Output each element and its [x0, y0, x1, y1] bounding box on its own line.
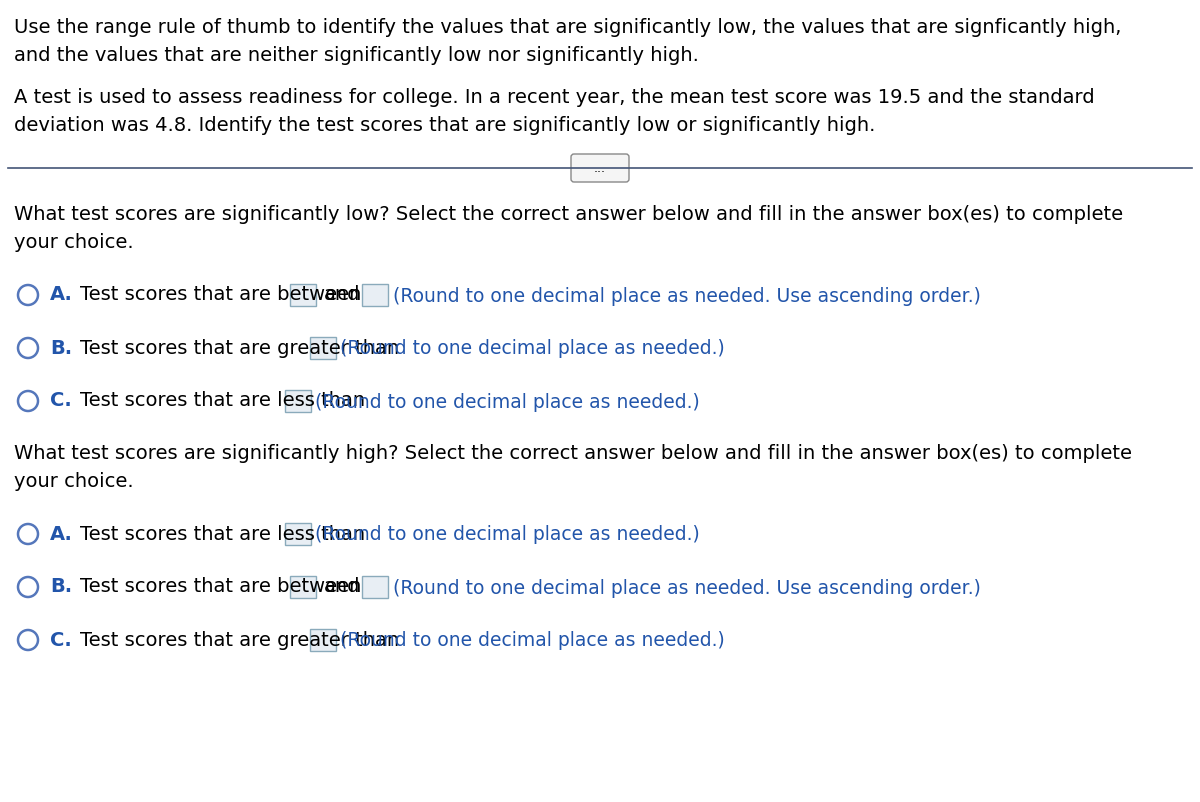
FancyBboxPatch shape	[310, 337, 336, 359]
Text: Test scores that are between: Test scores that are between	[80, 286, 361, 305]
Text: B.: B.	[50, 338, 72, 358]
FancyBboxPatch shape	[362, 284, 388, 306]
Text: B.: B.	[50, 577, 72, 597]
Text: (Round to one decimal place as needed. Use ascending order.): (Round to one decimal place as needed. U…	[394, 286, 980, 306]
FancyBboxPatch shape	[286, 523, 311, 545]
Text: your choice.: your choice.	[14, 472, 133, 491]
Text: (Round to one decimal place as needed.): (Round to one decimal place as needed.)	[340, 339, 725, 358]
Text: and: and	[324, 577, 360, 597]
Text: Test scores that are less than: Test scores that are less than	[80, 391, 365, 411]
Text: A.: A.	[50, 525, 73, 544]
Text: and: and	[324, 286, 360, 305]
Text: ...: ...	[594, 161, 606, 175]
Text: A.: A.	[50, 286, 73, 305]
FancyBboxPatch shape	[286, 390, 311, 412]
Text: Test scores that are greater than: Test scores that are greater than	[80, 338, 400, 358]
Text: Test scores that are less than: Test scores that are less than	[80, 525, 365, 544]
Text: A test is used to assess readiness for college. In a recent year, the mean test : A test is used to assess readiness for c…	[14, 88, 1094, 107]
Text: your choice.: your choice.	[14, 233, 133, 252]
Text: (Round to one decimal place as needed.): (Round to one decimal place as needed.)	[314, 392, 700, 411]
Text: Use the range rule of thumb to identify the values that are significantly low, t: Use the range rule of thumb to identify …	[14, 18, 1121, 37]
Text: C.: C.	[50, 391, 72, 411]
FancyBboxPatch shape	[290, 284, 316, 306]
Text: deviation was 4.8. Identify the test scores that are significantly low or signif: deviation was 4.8. Identify the test sco…	[14, 116, 875, 135]
Text: (Round to one decimal place as needed.): (Round to one decimal place as needed.)	[314, 525, 700, 545]
Text: (Round to one decimal place as needed.): (Round to one decimal place as needed.)	[340, 631, 725, 650]
Text: What test scores are significantly low? Select the correct answer below and fill: What test scores are significantly low? …	[14, 205, 1123, 224]
Text: Test scores that are between: Test scores that are between	[80, 577, 361, 597]
Text: Test scores that are greater than: Test scores that are greater than	[80, 630, 400, 650]
FancyBboxPatch shape	[362, 576, 388, 598]
FancyBboxPatch shape	[571, 154, 629, 182]
Text: What test scores are significantly high? Select the correct answer below and fil: What test scores are significantly high?…	[14, 444, 1132, 463]
Text: C.: C.	[50, 630, 72, 650]
Text: (Round to one decimal place as needed. Use ascending order.): (Round to one decimal place as needed. U…	[394, 578, 980, 597]
FancyBboxPatch shape	[310, 629, 336, 651]
Text: and the values that are neither significantly low nor significantly high.: and the values that are neither signific…	[14, 46, 698, 65]
FancyBboxPatch shape	[290, 576, 316, 598]
